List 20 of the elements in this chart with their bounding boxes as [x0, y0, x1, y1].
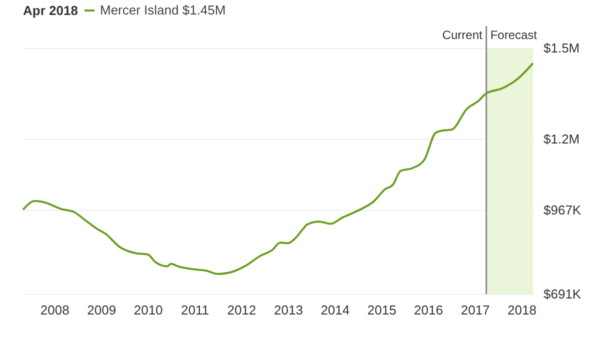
x-tick-label: 2014: [320, 302, 350, 318]
line-series: [22, 62, 534, 275]
band-label: Forecast: [490, 28, 538, 42]
y-tick-label: $1.5M: [544, 40, 580, 56]
ref-line-label: Current: [442, 28, 483, 42]
x-tick-label: 2008: [40, 302, 70, 318]
y-tick-label: $691K: [544, 286, 582, 302]
y-tick-label: $1.2M: [544, 132, 580, 147]
x-tick-label: 2013: [274, 302, 303, 318]
x-tick-label: 2018: [508, 302, 536, 318]
x-tick-label: 2015: [367, 302, 396, 318]
legend-label: Mercer Island $1.45M: [100, 2, 226, 18]
x-tick-label: 2011: [181, 302, 209, 318]
x-tick-label: 2017: [460, 302, 490, 318]
y-tick-label: $967K: [544, 202, 582, 218]
legend-title: Apr 2018: [23, 3, 78, 18]
x-tick-label: 2012: [227, 302, 256, 318]
x-tick-label: 2016: [414, 302, 443, 318]
x-tick-label: 2009: [87, 302, 116, 318]
x-tick-label: 2010: [134, 302, 163, 318]
